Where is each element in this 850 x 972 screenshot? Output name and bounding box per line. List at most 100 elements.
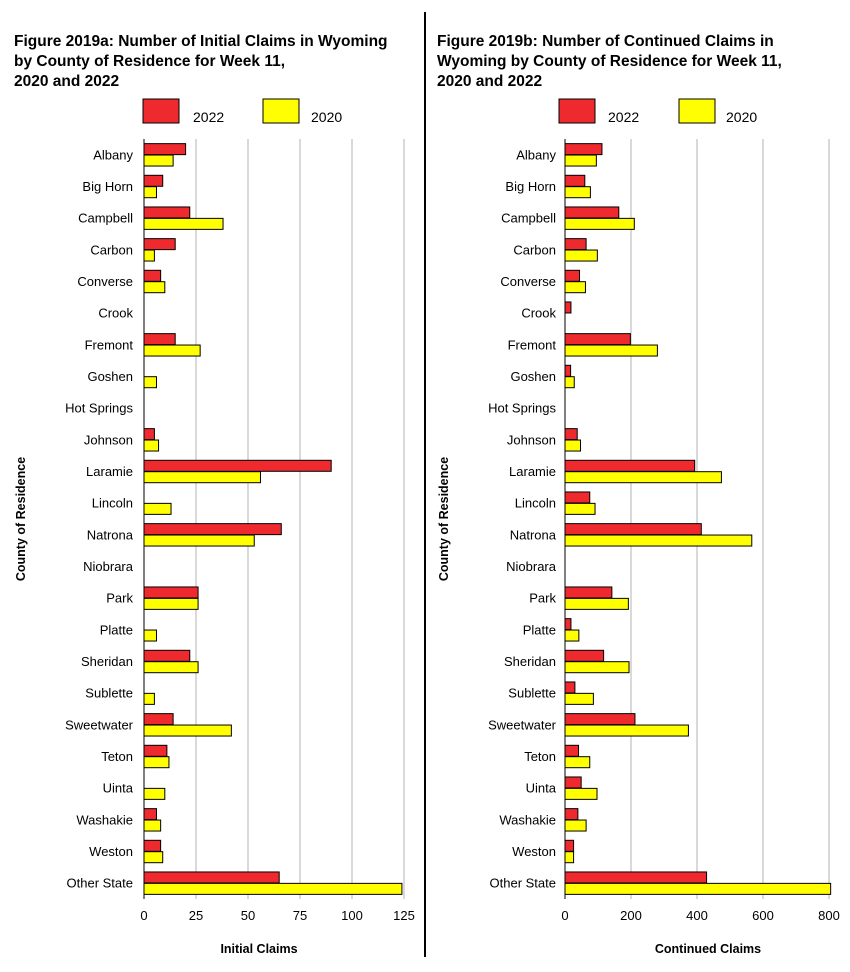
bar-a-2022: [143, 143, 187, 156]
category-label-a: Sheridan: [81, 654, 133, 669]
bar-b-2022: [564, 839, 575, 852]
bar-b-2020: [564, 471, 722, 484]
category-label-b: Natrona: [510, 527, 557, 542]
bar-b-2022: [564, 776, 582, 789]
bar-a-2020: [143, 281, 166, 294]
bar-a-2020: [143, 217, 224, 230]
bar-b-2022: [564, 428, 578, 441]
bar-a-2022: [143, 238, 176, 251]
bar-a-2022: [143, 871, 280, 884]
bar-b-2022: [564, 206, 620, 219]
legend-label-b: 2022: [608, 109, 639, 125]
bar-a-2022: [143, 586, 199, 599]
chart-b-title-line-1: Figure 2019b: Number of Continued Claims…: [437, 33, 774, 50]
bar-b-2020: [564, 819, 587, 832]
category-label-b: Carbon: [513, 242, 556, 257]
bar-a-2020: [143, 597, 199, 610]
bar-b-2022: [564, 713, 636, 726]
x-tick-label-b: 0: [561, 908, 568, 923]
bar-a-2020: [143, 249, 155, 262]
bar-a-2020: [143, 661, 199, 674]
category-label-a: Weston: [89, 844, 133, 859]
bar-b-2020: [564, 534, 753, 547]
category-label-b: Teton: [524, 749, 556, 764]
category-label-a: Laramie: [86, 464, 133, 479]
bar-b-2022: [564, 143, 603, 156]
panel-divider: [424, 12, 426, 957]
bar-a-2022: [143, 459, 332, 472]
x-tick-label-a: 25: [189, 908, 203, 923]
bar-b-2022: [564, 269, 581, 282]
bar-a-2022: [143, 428, 155, 441]
category-label-b: Converse: [500, 274, 556, 289]
x-axis-label-a: Initial Claims: [220, 942, 297, 956]
bar-a-2020: [143, 724, 232, 737]
bar-b-2022: [564, 174, 586, 187]
chart-b-title-line-2: Wyoming by County of Residence for Week …: [437, 53, 782, 70]
bar-a-2022: [143, 523, 282, 536]
x-tick-label-a: 0: [140, 908, 147, 923]
chart-a-title: Figure 2019a: Number of Initial Claims i…: [14, 32, 414, 92]
bar-b-2022: [564, 301, 572, 314]
bar-b-2022: [564, 491, 591, 504]
category-label-b: Park: [529, 591, 556, 606]
category-label-b: Big Horn: [505, 179, 556, 194]
bar-a-2022: [143, 333, 176, 346]
x-tick-label-b: 800: [818, 908, 840, 923]
x-tick-label-a: 50: [241, 908, 255, 923]
bar-b-2020: [564, 692, 594, 705]
category-label-b: Uinta: [526, 781, 557, 796]
bar-b-2020: [564, 154, 597, 167]
bar-b-2020: [564, 629, 580, 642]
legend-swatch-b-2022: [558, 98, 596, 124]
bar-a-2022: [143, 839, 162, 852]
bar-b-2022: [564, 649, 605, 662]
bar-a-2022: [143, 713, 174, 726]
category-label-a: Platte: [100, 622, 133, 637]
bar-b-2022: [564, 364, 572, 377]
bar-b-2020: [564, 344, 658, 357]
legend-swatch-a-2022: [142, 98, 180, 124]
bar-b-2020: [564, 217, 635, 230]
category-label-b: Hot Springs: [488, 401, 556, 416]
chart-a-title-line-1: Figure 2019a: Number of Initial Claims i…: [14, 33, 388, 50]
category-label-a: Converse: [77, 274, 133, 289]
y-axis-label-a: County of Residence: [14, 457, 28, 581]
bar-a-2020: [143, 502, 172, 515]
bar-a-2020: [143, 344, 201, 357]
category-label-a: Washakie: [76, 812, 133, 827]
category-label-a: Albany: [93, 147, 133, 162]
category-label-a: Natrona: [87, 527, 134, 542]
bar-b-2022: [564, 523, 702, 536]
bar-b-2022: [564, 744, 580, 757]
bar-a-2020: [143, 692, 155, 705]
bar-b-2020: [564, 724, 689, 737]
bar-a-2020: [143, 534, 255, 547]
legend-label-a: 2022: [193, 109, 224, 125]
bar-a-2020: [143, 439, 160, 452]
legend-swatch-a-2020: [262, 98, 300, 124]
category-label-a: Sweetwater: [65, 717, 134, 732]
bar-b-2020: [564, 502, 596, 515]
bar-b-2022: [564, 808, 579, 821]
bar-a-2020: [143, 756, 170, 769]
category-label-b: Goshen: [510, 369, 556, 384]
bar-a-2020: [143, 154, 174, 167]
bar-a-2020: [143, 819, 162, 832]
bar-a-2020: [143, 186, 157, 199]
category-label-b: Other State: [490, 876, 556, 891]
category-label-a: Uinta: [103, 781, 134, 796]
category-label-b: Sublette: [508, 686, 556, 701]
category-label-b: Niobrara: [506, 559, 557, 574]
bar-b-2020: [564, 439, 582, 452]
category-label-a: Carbon: [90, 242, 133, 257]
bar-b-2022: [564, 681, 576, 694]
category-label-b: Campbell: [501, 211, 556, 226]
category-label-b: Johnson: [507, 432, 556, 447]
bar-a-2020: [143, 471, 261, 484]
category-label-b: Platte: [523, 622, 556, 637]
chart-b-title-line-3: 2020 and 2022: [437, 73, 543, 90]
bar-a-2020: [143, 851, 164, 864]
bar-a-2022: [143, 206, 191, 219]
